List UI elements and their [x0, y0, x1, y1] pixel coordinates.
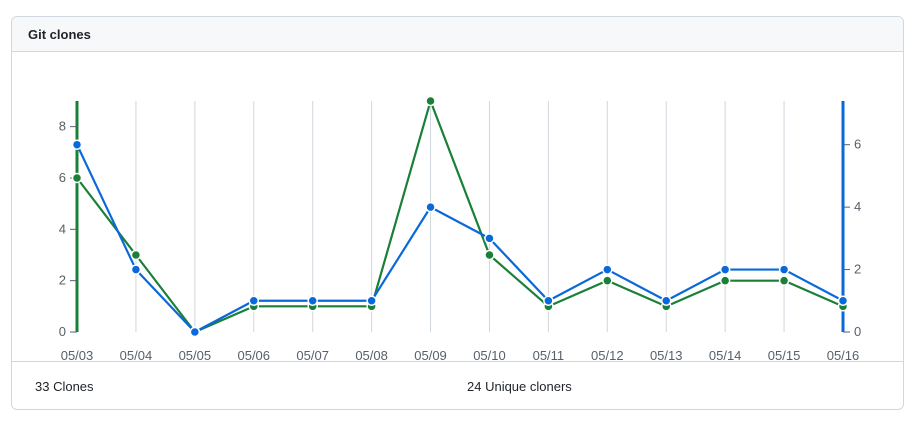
left-tick-label: 8 — [59, 119, 66, 134]
right-tick-label: 2 — [854, 262, 861, 277]
clones-point — [71, 172, 83, 184]
x-tick-label: 05/14 — [709, 348, 742, 361]
clones-chart: 0 2 4 6 8 0 2 4 6 05/03 05/04 05/05 05/06 05/07 05/08 0… — [12, 52, 903, 361]
x-tick-label: 05/07 — [296, 348, 329, 361]
clones-point — [602, 275, 613, 286]
unique-point — [660, 295, 672, 307]
clones-point — [484, 249, 495, 261]
panel-title: Git clones — [28, 26, 91, 42]
unique-point — [189, 326, 201, 338]
unique-point — [71, 139, 83, 150]
left-tick-label: 6 — [59, 170, 66, 185]
unique-point — [602, 264, 613, 275]
unique-point — [719, 264, 731, 275]
x-tick-label: 05/08 — [355, 348, 388, 361]
x-tick-label: 05/13 — [650, 348, 683, 361]
x-tick-label: 05/11 — [533, 348, 565, 361]
unique-point — [484, 233, 495, 244]
clones-point — [425, 95, 436, 107]
panel-header: Git clones — [12, 17, 903, 52]
clones-point — [778, 275, 790, 286]
clones-point — [719, 275, 731, 286]
right-tick-label: 4 — [854, 199, 861, 214]
unique-point — [248, 295, 260, 307]
x-tick-label: 05/04 — [120, 348, 153, 361]
clones-series-line — [76, 99, 844, 334]
unique-cloners-count: 24 Unique cloners — [467, 379, 572, 394]
unique-series-line — [76, 144, 844, 334]
unique-point — [543, 295, 554, 307]
left-tick-label: 4 — [59, 221, 66, 236]
x-tick-label: 05/10 — [473, 348, 506, 361]
x-tick-label: 05/12 — [591, 348, 624, 361]
unique-point — [425, 201, 436, 213]
right-tick-label: 6 — [854, 137, 861, 152]
unique-point — [130, 264, 142, 275]
right-tick-label: 0 — [854, 324, 861, 339]
x-tick-label: 05/16 — [827, 348, 860, 361]
unique-point — [366, 295, 377, 307]
git-clones-panel: Git clones 0 2 4 6 8 0 2 4 6 05/03 05/04 05/05 05/06… — [11, 16, 904, 410]
x-tick-label: 05/06 — [237, 348, 270, 361]
x-tick-label: 05/03 — [61, 348, 94, 361]
unique-point — [837, 295, 849, 307]
unique-point — [307, 295, 318, 307]
x-tick-label: 05/15 — [768, 348, 801, 361]
left-tick-label: 2 — [59, 273, 66, 288]
left-tick-label: 0 — [59, 324, 66, 339]
x-tick-label: 05/05 — [179, 348, 212, 361]
panel-footer: 33 Clones 24 Unique cloners — [12, 361, 903, 409]
clones-point — [130, 249, 142, 261]
clones-count: 33 Clones — [35, 379, 94, 394]
x-tick-label: 05/09 — [414, 348, 447, 361]
clones-chart-svg: 0 2 4 6 8 0 2 4 6 05/03 05/04 05/05 05/06 05/07 05/08 0… — [59, 95, 861, 361]
unique-point — [778, 264, 790, 275]
